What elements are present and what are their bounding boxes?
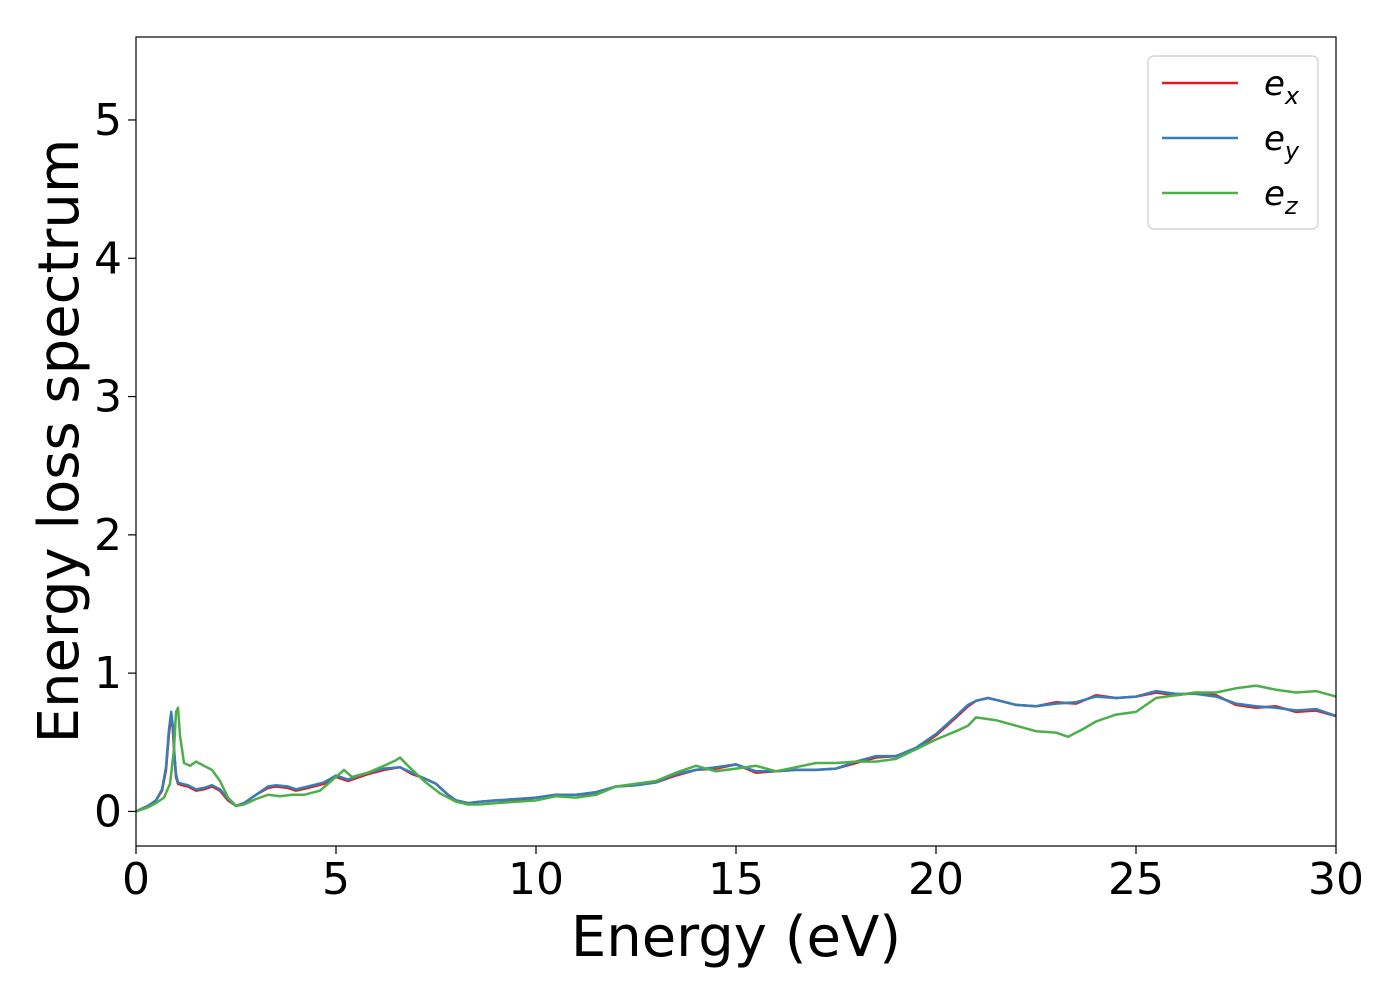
y-tick-label: 1 [94, 648, 122, 699]
x-axis-title: Energy (eV) [571, 905, 901, 970]
x-tick-label: 25 [1108, 854, 1164, 905]
legend-label-e-z: ez [1264, 174, 1299, 220]
x-tick-label: 0 [122, 854, 150, 905]
x-tick-label: 10 [508, 854, 564, 905]
x-tick-label: 5 [322, 854, 350, 905]
y-tick-label: 3 [94, 372, 122, 423]
series-line-e-y [136, 689, 1336, 813]
x-tick-label: 30 [1308, 854, 1364, 905]
x-tick-label: 20 [908, 854, 964, 905]
y-tick-label: 2 [94, 510, 122, 561]
y-tick-label: 5 [94, 95, 122, 146]
legend-label-e-y: ey [1264, 119, 1300, 165]
y-tick-label: 4 [94, 233, 122, 284]
x-tick-label: 15 [708, 854, 764, 905]
y-tick-label: 0 [94, 786, 122, 837]
legend-box [1147, 55, 1319, 230]
y-axis-title: Energy loss spectrum [27, 139, 92, 744]
legend-label-e-x: ex [1264, 64, 1300, 110]
series-line-e-z [136, 684, 1336, 813]
legend: ex ey ez [1147, 55, 1319, 230]
